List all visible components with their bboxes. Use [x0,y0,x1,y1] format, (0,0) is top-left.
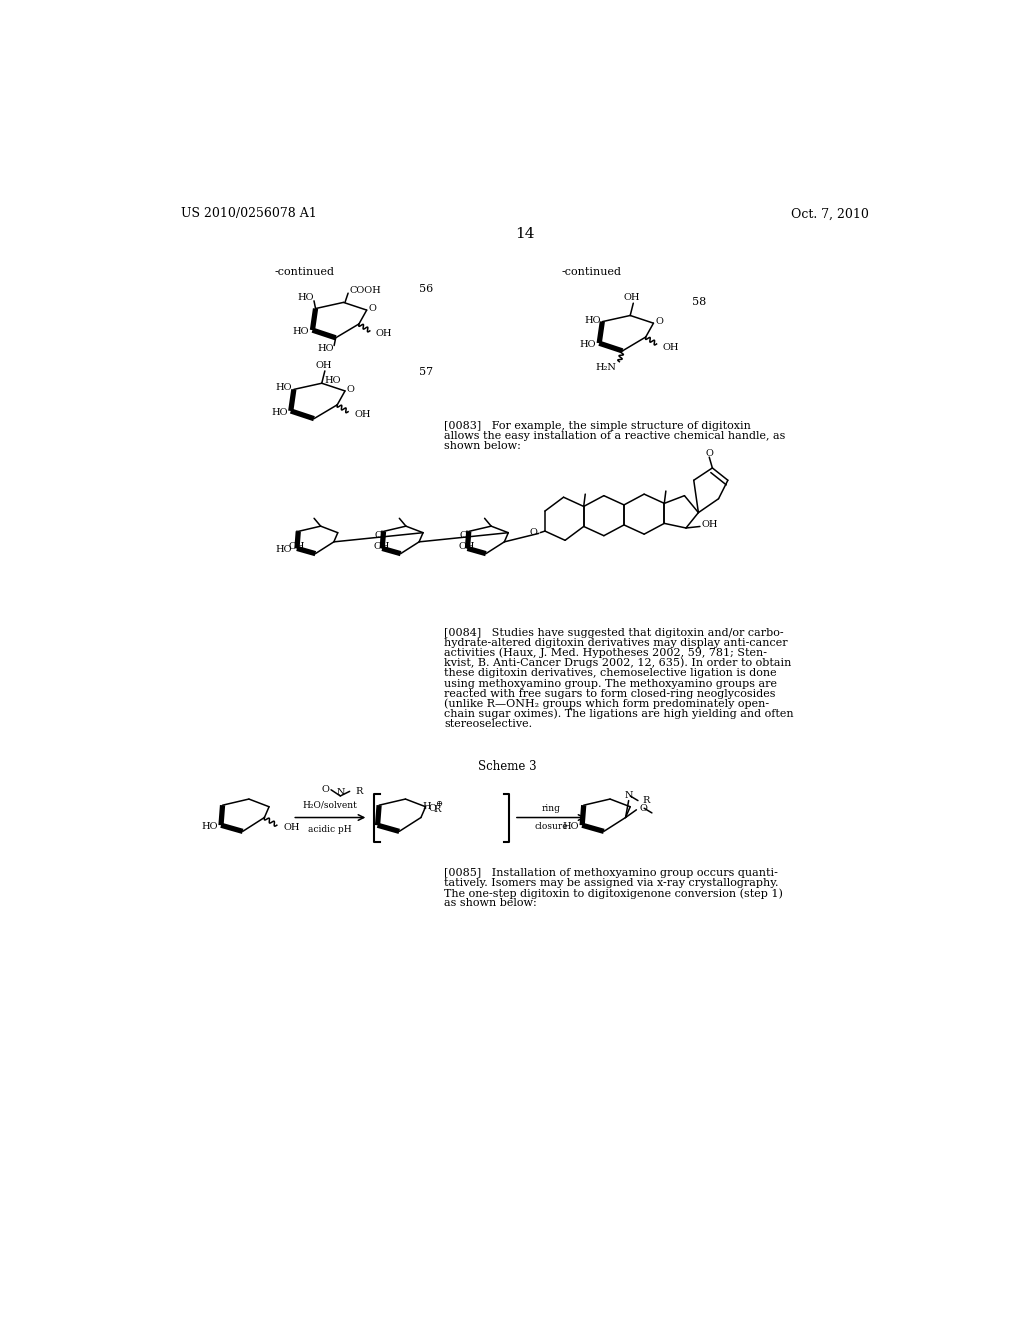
Text: OH: OH [663,343,679,351]
Text: OH: OH [283,824,299,832]
Text: HO: HO [325,376,341,384]
Text: using methoxyamino group. The methoxyamino groups are: using methoxyamino group. The methoxyami… [444,678,777,689]
Text: O: O [640,804,647,813]
Text: O: O [460,531,468,540]
Text: HO: HO [275,383,292,392]
Text: OH: OH [315,362,332,370]
Text: O: O [322,784,330,793]
Text: 56: 56 [420,284,433,294]
Text: activities (Haux, J. Med. Hypotheses 2002, 59, 781; Sten-: activities (Haux, J. Med. Hypotheses 200… [444,648,767,659]
Text: these digitoxin derivatives, chemoselective ligation is done: these digitoxin derivatives, chemoselect… [444,668,777,678]
Text: 57: 57 [420,367,433,378]
Text: tatively. Isomers may be assigned via x-ray crystallography.: tatively. Isomers may be assigned via x-… [444,878,778,888]
Text: -continued: -continued [274,268,335,277]
Text: US 2010/0256078 A1: US 2010/0256078 A1 [180,207,316,220]
Text: HO: HO [271,408,288,417]
Text: OH: OH [459,543,475,552]
Text: [0085]   Installation of methoxyamino group occurs quanti-: [0085] Installation of methoxyamino grou… [444,869,778,878]
Text: OH: OH [701,520,718,529]
Text: OH: OH [376,329,392,338]
Text: ⊕: ⊕ [435,800,442,808]
Text: HO: HO [293,327,309,337]
Text: O: O [529,528,538,537]
Text: O: O [429,804,436,813]
Text: 14: 14 [515,227,535,240]
Text: acidic pH: acidic pH [307,825,351,834]
Text: stereoselective.: stereoselective. [444,719,532,729]
Text: OH: OH [374,543,390,552]
Text: ring: ring [542,804,560,813]
Text: (unlike R—ONH₂ groups which form predominately open-: (unlike R—ONH₂ groups which form predomi… [444,698,769,709]
Text: as shown below:: as shown below: [444,899,537,908]
Text: R: R [643,796,650,805]
Text: N: N [625,792,633,800]
Text: Oct. 7, 2010: Oct. 7, 2010 [791,207,869,220]
Text: [0084]   Studies have suggested that digitoxin and/or carbo-: [0084] Studies have suggested that digit… [444,628,783,638]
Text: O: O [346,385,354,393]
Text: -continued: -continued [561,268,622,277]
Text: chain sugar oximes). The ligations are high yielding and often: chain sugar oximes). The ligations are h… [444,709,794,719]
Text: N: N [337,788,345,797]
Text: H₂N: H₂N [595,363,616,372]
Text: The one-step digitoxin to digitoxigenone conversion (step 1): The one-step digitoxin to digitoxigenone… [444,888,783,899]
Text: kvist, B. Anti-Cancer Drugs 2002, 12, 635). In order to obtain: kvist, B. Anti-Cancer Drugs 2002, 12, 63… [444,657,792,668]
Text: OH: OH [354,411,371,420]
Text: COOH: COOH [349,285,381,294]
Text: allows the easy installation of a reactive chemical handle, as: allows the easy installation of a reacti… [444,432,785,441]
Text: HO: HO [275,545,292,554]
Text: OH: OH [624,293,640,302]
Text: Scheme 3: Scheme 3 [478,760,537,774]
Text: O: O [706,449,713,458]
Text: HO: HO [317,345,334,352]
Text: 58: 58 [692,297,707,306]
Text: H: H [423,803,431,812]
Text: closure: closure [535,822,568,832]
Text: HO: HO [580,341,596,350]
Text: O: O [369,304,376,313]
Text: [0083]   For example, the simple structure of digitoxin: [0083] For example, the simple structure… [444,421,751,432]
Text: O: O [655,317,663,326]
Text: HO: HO [202,822,218,832]
Text: HO: HO [562,822,579,832]
Text: hydrate-altered digitoxin derivatives may display anti-cancer: hydrate-altered digitoxin derivatives ma… [444,638,787,648]
Text: O: O [375,531,382,540]
Text: HO: HO [585,315,601,325]
Text: H₂O/solvent: H₂O/solvent [302,801,357,809]
Text: HO: HO [298,293,314,302]
Text: OH: OH [289,543,305,552]
Text: R: R [433,805,440,814]
Text: reacted with free sugars to form closed-ring neoglycosides: reacted with free sugars to form closed-… [444,689,776,698]
Text: R: R [356,787,364,796]
Text: shown below:: shown below: [444,441,521,451]
